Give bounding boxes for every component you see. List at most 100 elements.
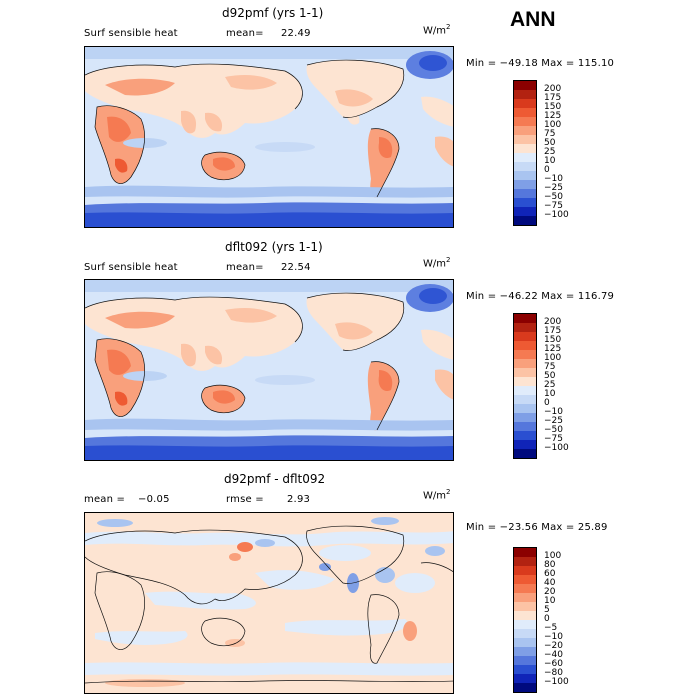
panel-2-mean-label: mean= (226, 262, 264, 273)
colorbar-tick-label: 75 (544, 129, 556, 139)
panel-2-minmax: Min = −46.22 Max = 116.79 (466, 291, 615, 302)
colorbar-box (514, 656, 536, 665)
colorbar-box (514, 359, 536, 368)
colorbar-tick-label: 100 (544, 551, 562, 561)
colorbar-box (514, 171, 536, 180)
colorbar-box (514, 162, 536, 171)
colorbar-tick-label: 10 (544, 156, 556, 166)
colorbar-box (514, 368, 536, 377)
panel-1-variable-label: Surf sensible heat (84, 28, 178, 39)
colorbar-box (514, 180, 536, 189)
panel-1-mean-label: mean= (226, 28, 264, 39)
colorbar-box (514, 341, 536, 350)
colorbar-tick-label: 40 (544, 578, 556, 588)
colorbar-box (514, 216, 536, 225)
colorbar-box (514, 665, 536, 674)
colorbar-tick-label: 150 (544, 335, 562, 345)
colorbar-tick-label: −25 (544, 183, 563, 193)
colorbar-box (514, 557, 536, 566)
panel-2-title: dflt092 (yrs 1-1) (225, 240, 323, 254)
colorbar-tick-label: 10 (544, 389, 556, 399)
colorbar-tick-label: 0 (544, 398, 550, 408)
colorbar-box (514, 593, 536, 602)
colorbar-tick-label: 100 (544, 120, 562, 130)
colorbar-tick-label: 60 (544, 569, 556, 579)
colorbar-box (514, 153, 536, 162)
colorbar-tick-label: 50 (544, 371, 556, 381)
colorbar-tick-label: 80 (544, 560, 556, 570)
colorbar-box (514, 90, 536, 99)
panel-3-rmse-label: rmse = (226, 494, 264, 505)
colorbar-box (514, 638, 536, 647)
panel-2-colorbar (513, 313, 537, 459)
colorbar-tick-label: 25 (544, 147, 556, 157)
colorbar-box (514, 584, 536, 593)
colorbar-tick-label: 125 (544, 111, 562, 121)
panel-1-mean-value: 22.49 (281, 28, 311, 39)
colorbar-box (514, 350, 536, 359)
colorbar-box (514, 440, 536, 449)
colorbar-box (514, 566, 536, 575)
colorbar-tick-label: 200 (544, 84, 562, 94)
colorbar-box (514, 135, 536, 144)
panel-3-mean-label: mean = (84, 494, 126, 505)
colorbar-box (514, 207, 536, 216)
colorbar-box (514, 81, 536, 90)
colorbar-tick-label: −75 (544, 434, 563, 444)
colorbar-tick-label: −40 (544, 650, 563, 660)
colorbar-box (514, 674, 536, 683)
colorbar-tick-label: −60 (544, 659, 563, 669)
colorbar-tick-label: −25 (544, 416, 563, 426)
colorbar-box (514, 323, 536, 332)
colorbar-tick-label: −80 (544, 668, 563, 678)
colorbar-tick-label: −75 (544, 201, 563, 211)
colorbar-box (514, 422, 536, 431)
panel-1-colorbar (513, 80, 537, 226)
colorbar-box (514, 395, 536, 404)
colorbar-tick-label: 0 (544, 165, 550, 175)
colorbar-tick-label: −50 (544, 192, 563, 202)
colorbar-tick-label: 75 (544, 362, 556, 372)
colorbar-box (514, 386, 536, 395)
panel-1-minmax: Min = −49.18 Max = 115.10 (466, 58, 615, 69)
colorbar-box (514, 377, 536, 386)
colorbar-box (514, 611, 536, 620)
panel-3-title: d92pmf - dflt092 (224, 472, 326, 486)
colorbar-box (514, 647, 536, 656)
colorbar-tick-label: 50 (544, 138, 556, 148)
colorbar-box (514, 198, 536, 207)
colorbar-tick-label: 200 (544, 317, 562, 327)
colorbar-tick-label: 10 (544, 596, 556, 606)
panel-1-title: d92pmf (yrs 1-1) (222, 6, 324, 20)
panel-1-map (84, 46, 454, 228)
colorbar-tick-label: 150 (544, 102, 562, 112)
colorbar-tick-label: −10 (544, 632, 563, 642)
panel-2-map (84, 279, 454, 461)
panel-2-variable-label: Surf sensible heat (84, 262, 178, 273)
colorbar-tick-label: −20 (544, 641, 563, 651)
colorbar-tick-label: 125 (544, 344, 562, 354)
colorbar-box (514, 126, 536, 135)
colorbar-box (514, 404, 536, 413)
season-title: ANN (510, 8, 556, 31)
panel-3-colorbar (513, 547, 537, 693)
colorbar-tick-label: 20 (544, 587, 556, 597)
colorbar-box (514, 575, 536, 584)
colorbar-box (514, 413, 536, 422)
colorbar-tick-label: −50 (544, 425, 563, 435)
colorbar-tick-label: −10 (544, 407, 563, 417)
colorbar-box (514, 548, 536, 557)
colorbar-box (514, 620, 536, 629)
colorbar-box (514, 189, 536, 198)
colorbar-tick-label: −10 (544, 174, 563, 184)
colorbar-box (514, 629, 536, 638)
panel-2-mean-value: 22.54 (281, 262, 311, 273)
colorbar-tick-label: 175 (544, 326, 562, 336)
colorbar-box (514, 449, 536, 458)
panel-3-mean-value: −0.05 (138, 494, 170, 505)
panel-3-rmse-value: 2.93 (287, 494, 311, 505)
colorbar-box (514, 602, 536, 611)
colorbar-box (514, 332, 536, 341)
colorbar-box (514, 108, 536, 117)
colorbar-box (514, 431, 536, 440)
